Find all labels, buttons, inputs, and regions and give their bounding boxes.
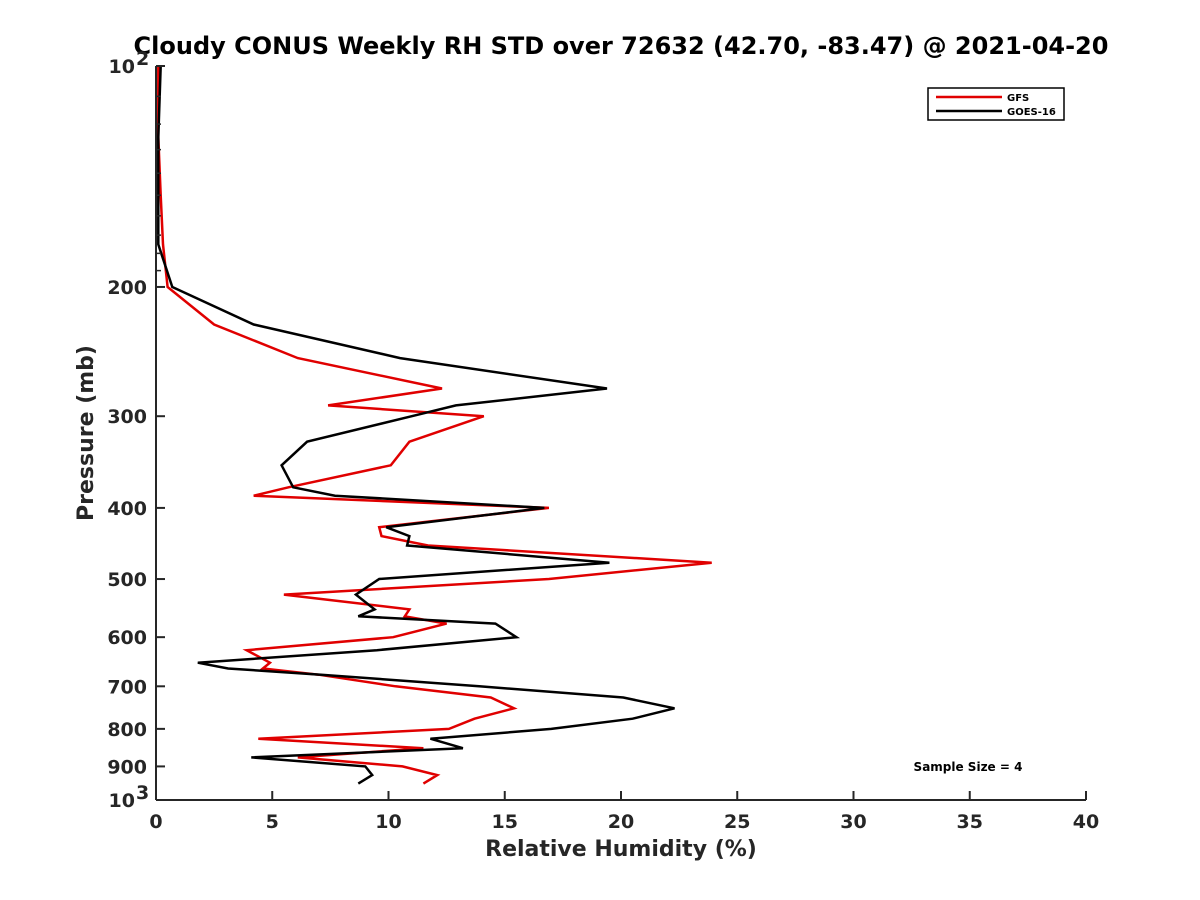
legend-label-goes16: GOES-16 xyxy=(1007,107,1056,118)
legend-box xyxy=(927,87,1065,121)
x-tick-label: 20 xyxy=(608,811,634,833)
y-tick-label: 600 xyxy=(107,627,147,649)
y-tick-label: 200 xyxy=(107,277,147,299)
y-tick-label: 10 xyxy=(109,790,135,812)
x-ticks: 0 5 10 15 20 25 30 35 40 xyxy=(149,791,1099,833)
y-tick-exponent: 2 xyxy=(136,48,149,70)
y-tick-label: 900 xyxy=(107,756,147,778)
chart-title: Cloudy CONUS Weekly RH STD over 72632 (4… xyxy=(134,32,1109,60)
sample-size-annotation: Sample Size = 4 xyxy=(914,760,1023,774)
x-axis-label: Relative Humidity (%) xyxy=(485,837,757,862)
x-tick-label: 25 xyxy=(724,811,750,833)
x-tick-label: 15 xyxy=(492,811,518,833)
y-tick-label: 10 xyxy=(109,56,135,78)
y-tick-label: 500 xyxy=(107,569,147,591)
x-tick-label: 0 xyxy=(149,811,162,833)
y-tick-label: 800 xyxy=(107,719,147,741)
series-line-gfs xyxy=(157,66,712,785)
y-tick-exponent: 3 xyxy=(136,782,149,804)
x-tick-label: 10 xyxy=(375,811,401,833)
series-layer xyxy=(157,65,712,785)
x-tick-label: 30 xyxy=(840,811,866,833)
y-tick-label: 300 xyxy=(107,406,147,428)
legend-label-gfs: GFS xyxy=(1007,93,1029,104)
series-line-goes16 xyxy=(157,65,675,785)
y-axis-label: Pressure (mb) xyxy=(74,345,99,521)
x-tick-label: 5 xyxy=(266,811,279,833)
x-tick-label: 35 xyxy=(957,811,983,833)
y-tick-label: 400 xyxy=(107,498,147,520)
x-tick-label: 40 xyxy=(1073,811,1099,833)
legend: GFS GOES-16 xyxy=(927,87,1065,121)
y-tick-label: 700 xyxy=(107,676,147,698)
